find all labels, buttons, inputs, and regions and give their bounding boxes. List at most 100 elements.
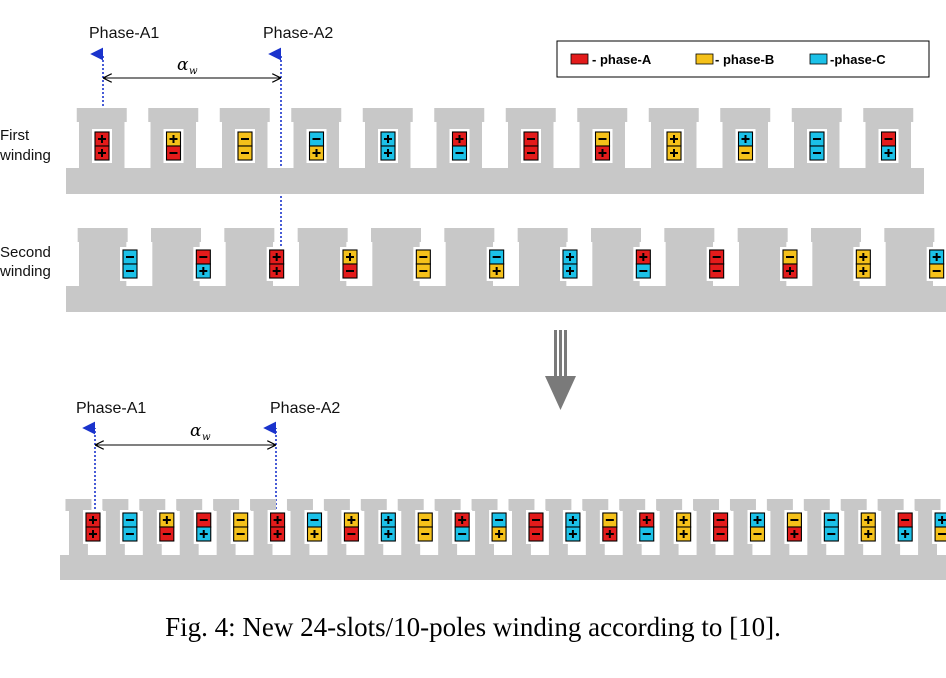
stator-tooth-tip — [291, 108, 342, 122]
coil-slot — [306, 129, 327, 163]
stator-tooth-tip — [76, 108, 127, 122]
top-alpha-subscript: w — [189, 66, 198, 77]
stator-tooth-tip — [863, 108, 914, 122]
coil-slot — [378, 129, 398, 163]
coil-slot — [673, 510, 694, 544]
legend-item-phase-a: - phase-A — [570, 52, 652, 67]
stator-tooth-tip — [297, 228, 348, 242]
legend-box — [556, 40, 930, 78]
transition-arrow-head — [545, 376, 576, 410]
stator-tooth-tip — [397, 499, 424, 511]
transition-arrow — [545, 330, 576, 410]
coil-slot — [706, 247, 727, 281]
stator-tooth-tip — [444, 228, 495, 242]
combined-winding — [60, 499, 946, 580]
stator-tooth-tip — [729, 499, 756, 511]
bottom-phase-markers: Phase-A1 Phase-A2 α w — [76, 400, 340, 525]
top-marker-label-a1: Phase-A1 — [89, 25, 159, 42]
second-winding: Second winding — [0, 228, 946, 312]
coil-slot — [599, 510, 620, 544]
top-marker-label-a2: Phase-A2 — [263, 25, 333, 42]
top-phase-markers: Phase-A1 Phase-A2 α w — [89, 25, 333, 266]
bottom-marker-label-a2: Phase-A2 — [270, 400, 340, 417]
first-winding: First winding — [0, 108, 924, 194]
stator-tooth-tip — [693, 499, 720, 511]
stator-tooth-tip — [914, 499, 941, 511]
coil-slot — [486, 247, 507, 281]
stator-tooth — [225, 242, 273, 287]
stator-tooth — [665, 242, 713, 287]
legend-label-phase-c: -phase-C — [830, 52, 886, 67]
stator-tooth-tip — [737, 228, 788, 242]
coil-slot — [340, 247, 360, 281]
first-winding-label-line2: winding — [0, 147, 51, 164]
coil-slot — [710, 510, 731, 544]
stator-tooth-tip — [591, 228, 641, 242]
coil-slot — [413, 247, 434, 281]
coil-slot — [83, 510, 103, 544]
stator-tooth-tip — [176, 499, 203, 511]
first-winding-label-line1: First — [0, 127, 30, 144]
legend-label-phase-a: - phase-A — [592, 52, 652, 67]
stator-tooth-tip — [664, 228, 715, 242]
stator-tooth-tip — [77, 228, 128, 242]
bottom-alpha-subscript: w — [202, 432, 211, 443]
stator-tooth-tip — [148, 108, 199, 122]
second-winding-coils — [120, 247, 946, 281]
coil-slot — [341, 510, 362, 544]
coil-slot — [92, 129, 112, 163]
stator-tooth-tip — [656, 499, 683, 511]
coil-slot — [266, 247, 287, 281]
stator-tooth-tip — [811, 228, 861, 242]
stator-tooth-tip — [434, 499, 461, 511]
stator-tooth — [445, 242, 493, 287]
stator-yoke — [60, 555, 946, 580]
stator-tooth — [739, 242, 787, 287]
coil-slot — [592, 129, 613, 163]
coil-slot — [636, 510, 657, 544]
legend-swatch-phase-c — [809, 53, 828, 65]
stator-tooth — [79, 242, 127, 287]
coil-slot — [193, 247, 214, 281]
coil-slot — [452, 510, 473, 544]
combined-winding-coils — [83, 510, 946, 544]
coil-slot — [926, 247, 946, 281]
stator-tooth-tip — [505, 108, 556, 122]
stator-tooth-tip — [65, 499, 92, 511]
stator-tooth — [885, 242, 933, 287]
stator-yoke — [66, 286, 946, 312]
coil-slot — [664, 129, 684, 163]
coil-slot — [895, 510, 916, 544]
coil-slot — [807, 129, 827, 163]
stator-tooth — [372, 242, 420, 287]
bottom-marker-label-a1: Phase-A1 — [76, 400, 146, 417]
legend: - phase-A - phase-B -phase-C — [556, 40, 930, 78]
stator-tooth-tip — [151, 228, 201, 242]
first-winding-coils — [92, 129, 899, 163]
stator-tooth-tip — [434, 108, 485, 122]
stator-tooth-tip — [545, 499, 572, 511]
coil-slot — [821, 510, 842, 544]
stator-tooth-tip — [139, 499, 166, 511]
coil-slot — [562, 510, 583, 544]
legend-swatch-phase-a — [570, 53, 589, 65]
stator-tooth-tip — [648, 108, 699, 122]
stator-tooth-tip — [517, 228, 568, 242]
coil-slot — [235, 129, 255, 163]
coil-slot — [378, 510, 399, 544]
coil-slot — [735, 129, 756, 163]
stator-tooth-tip — [877, 499, 904, 511]
stator-tooth-tip — [766, 499, 793, 511]
stator-tooth-tip — [803, 499, 830, 511]
stator-tooth-tip — [508, 499, 535, 511]
stator-tooth-tip — [791, 108, 842, 122]
coil-slot — [230, 510, 251, 544]
figure-caption: Fig. 4: New 24-slots/10-poles winding ac… — [165, 612, 781, 642]
coil-slot — [489, 510, 510, 544]
stator-yoke — [66, 168, 924, 194]
coil-slot — [784, 510, 805, 544]
coil-slot — [633, 247, 654, 281]
coil-slot — [304, 510, 325, 544]
stator-tooth-tip — [250, 499, 277, 511]
